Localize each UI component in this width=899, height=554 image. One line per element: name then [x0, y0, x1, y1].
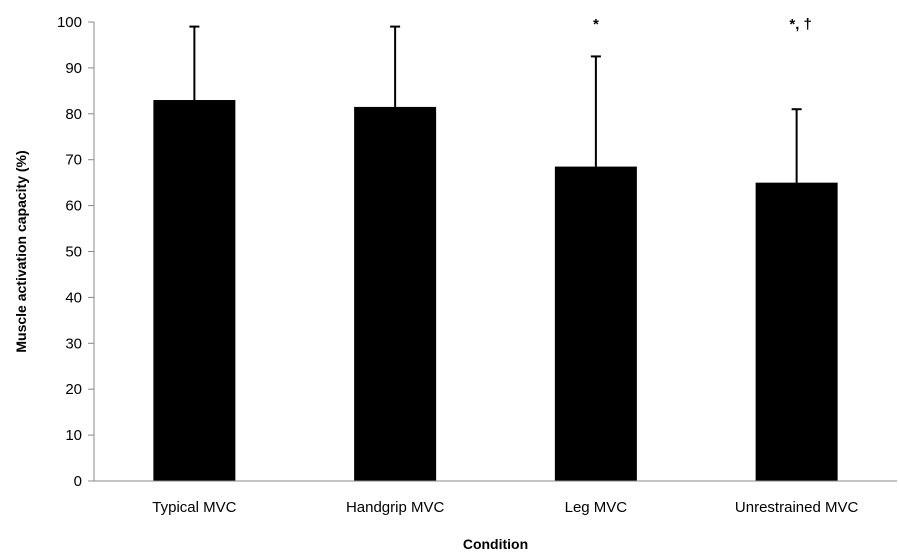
bar	[354, 106, 437, 481]
y-tick-label: 0	[74, 473, 82, 490]
bars-group	[153, 100, 838, 481]
x-tick-label: Unrestrained MVC	[735, 499, 859, 516]
significance-markers: * *, †	[593, 16, 812, 33]
y-tick-label: 60	[65, 198, 82, 215]
x-axis-title: Condition	[463, 536, 528, 552]
bar	[755, 182, 838, 481]
y-tick-label: 30	[65, 335, 82, 352]
bar	[153, 100, 236, 481]
y-axis-ticks: 0 10 20 30 40 50 60 70 80 90 100	[57, 14, 94, 490]
x-tick-label: Typical MVC	[152, 499, 236, 516]
y-tick-label: 100	[57, 14, 82, 31]
y-tick-label: 50	[65, 244, 82, 261]
bar	[554, 166, 637, 481]
y-tick-label: 40	[65, 289, 82, 306]
x-tick-label: Leg MVC	[565, 499, 628, 516]
x-tick-label: Handgrip MVC	[346, 499, 445, 516]
significance-marker: *	[593, 16, 599, 33]
x-axis-tick-labels: Typical MVC Handgrip MVC Leg MVC Unrestrain…	[152, 499, 858, 516]
y-tick-label: 10	[65, 427, 82, 444]
y-tick-label: 70	[65, 152, 82, 169]
y-tick-label: 80	[65, 106, 82, 123]
significance-marker: *, †	[789, 16, 812, 33]
y-tick-label: 90	[65, 60, 82, 77]
y-tick-label: 20	[65, 381, 82, 398]
error-bars-group	[189, 25, 802, 183]
y-axis-title: Muscle activation capacity (%)	[13, 150, 29, 352]
